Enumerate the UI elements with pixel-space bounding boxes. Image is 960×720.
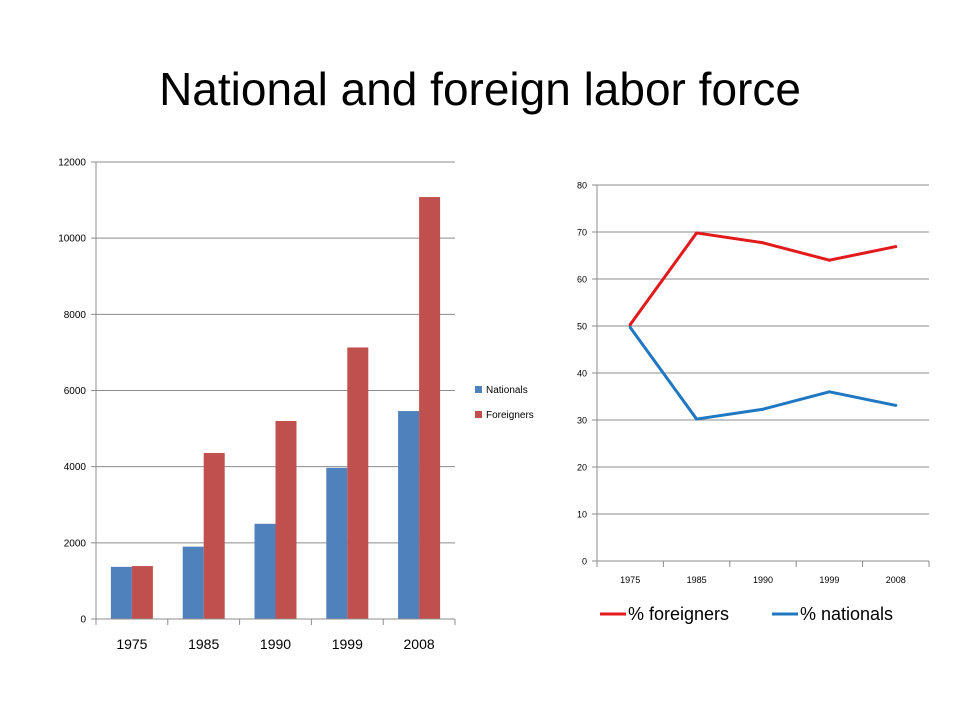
line-ytick-label-3: 30 [577,416,587,426]
line-xtick-label-2: 1990 [753,575,773,585]
line-ytick-label-5: 50 [577,322,587,332]
bar-xtick-label-3: 1999 [332,636,363,652]
line-ytick-label-7: 70 [577,228,587,238]
point-pct-foreigners-1990 [761,241,765,245]
point-pct-nationals-1985 [695,417,699,421]
point-pct-foreigners-2008 [894,245,898,249]
line-xtick-label-3: 1999 [819,575,839,585]
bar-nationals-1985 [182,546,204,619]
line-ytick-label-6: 60 [577,275,587,285]
point-pct-nationals-1990 [761,407,765,411]
legend-label-pct-foreigners: % foreigners [628,604,729,624]
bar-xtick-label-1: 1985 [188,636,219,652]
line-xtick-label-1: 1985 [687,575,707,585]
bar-ytick-label-4: 8000 [64,310,87,321]
bar-foreigners-1990 [275,420,297,619]
point-pct-foreigners-1975 [628,323,632,327]
line-ytick-label-4: 40 [577,369,587,379]
legend-label-nationals: Nationals [486,385,528,396]
bar-foreigners-1999 [347,347,369,619]
point-pct-nationals-1999 [827,390,831,394]
legend-swatch-foreigners [475,411,482,418]
point-pct-nationals-2008 [894,403,898,407]
legend-swatch-nationals [475,386,482,393]
line-ytick-label-1: 10 [577,510,587,520]
line-chart: 0 10 20 30 40 50 60 70 80 1975 1985 1990 1999 2008 % f… [577,181,930,624]
bar-ytick-label-2: 4000 [64,462,87,473]
point-pct-nationals-1975 [628,325,632,329]
bar-xtick-label-0: 1975 [116,636,147,652]
point-pct-foreigners-1985 [695,231,699,235]
line-ytick-label-2: 20 [577,463,587,473]
legend-label-pct-nationals: % nationals [800,604,893,624]
bar-xtick-label-4: 2008 [404,636,435,652]
line-ytick-label-0: 0 [582,557,587,567]
bar-ytick-label-3: 6000 [64,386,87,397]
bar-foreigners-2008 [419,197,441,619]
bar-xtick-label-2: 1990 [260,636,291,652]
bar-nationals-1999 [326,467,348,619]
bar-ytick-label-5: 10000 [58,234,86,245]
bar-nationals-1975 [110,566,132,619]
bar-ytick-label-0: 0 [80,615,86,626]
line-xtick-label-0: 1975 [620,575,640,585]
bar-nationals-2008 [398,411,420,619]
slide-title: National and foreign labor force [159,63,801,115]
bar-foreigners-1985 [203,452,225,619]
legend-label-foreigners: Foreigners [486,410,534,421]
bar-ytick-label-1: 2000 [64,538,87,549]
point-pct-foreigners-1999 [827,258,831,262]
line-xtick-label-4: 2008 [886,575,906,585]
bar-foreigners-1975 [131,566,153,619]
bar-nationals-1990 [254,523,276,619]
bar-ytick-label-6: 12000 [58,158,86,169]
line-ytick-label-8: 80 [577,181,587,191]
bar-chart: 0 2000 4000 6000 8000 10000 12000 1975 1985 1990 1… [58,158,534,653]
